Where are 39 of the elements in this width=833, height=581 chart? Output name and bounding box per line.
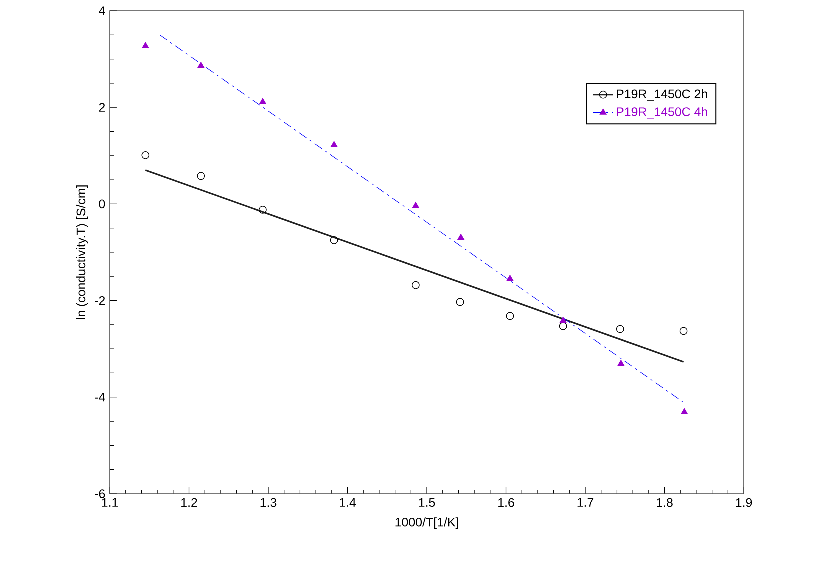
point [260, 98, 266, 104]
point [681, 408, 688, 414]
point [456, 298, 464, 306]
legend-label: P19R_1450C 4h [617, 107, 708, 119]
x-axis-title: 1000/T[1/K] [396, 518, 458, 530]
point [560, 317, 567, 324]
point [142, 151, 150, 160]
point [412, 281, 420, 290]
point [198, 62, 205, 68]
y-axis-title: ln (conductivity.T) [S/cm] [76, 186, 88, 320]
point [330, 141, 338, 148]
y-tick-label: -2 [95, 296, 106, 306]
point [506, 312, 514, 320]
y-tick-label: -4 [95, 393, 106, 402]
x-tick-label: 1.9 [736, 498, 752, 508]
point [680, 327, 688, 336]
point [559, 322, 568, 330]
y-tick-label: 2 [99, 103, 106, 112]
point [142, 42, 150, 48]
x-tick-label: 1.1 [102, 498, 118, 507]
point [458, 234, 465, 240]
x-tick-label: 1.6 [498, 498, 514, 508]
point [259, 206, 267, 214]
point [616, 325, 624, 334]
x-tick-label: 1.3 [260, 498, 277, 508]
y-tick-label: -6 [95, 490, 106, 498]
x-tick-label: 1.7 [578, 498, 594, 507]
x-tick-label: 1.2 [182, 498, 198, 508]
point [618, 360, 625, 366]
x-tick-label: 1.5 [419, 498, 436, 508]
point [506, 275, 514, 282]
y-tick-label: 0 [99, 200, 106, 209]
x-tick-label: 1.4 [340, 498, 356, 507]
point [197, 172, 206, 180]
point [330, 236, 338, 244]
y-tick-label: 4 [99, 6, 106, 16]
x-tick-label: 1.8 [657, 498, 673, 508]
point [412, 202, 420, 208]
legend-label: P19R_1450C 2h [617, 89, 708, 101]
